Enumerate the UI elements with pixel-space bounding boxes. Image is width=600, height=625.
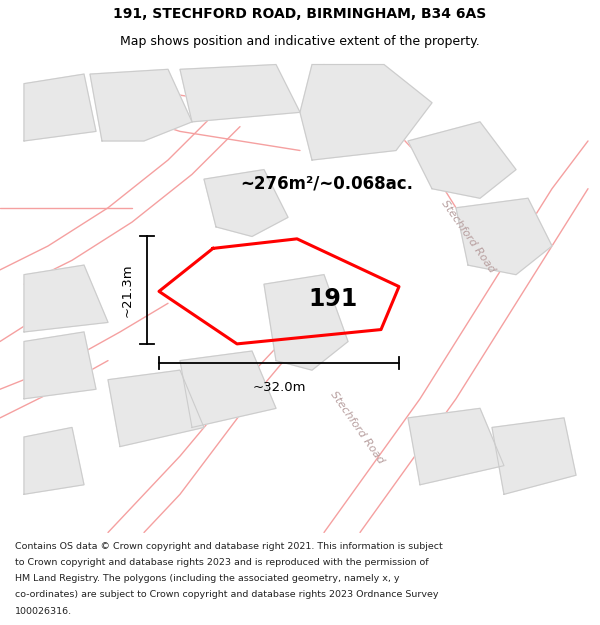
Polygon shape (408, 122, 516, 198)
Polygon shape (300, 64, 432, 160)
Polygon shape (24, 428, 84, 494)
Text: co-ordinates) are subject to Crown copyright and database rights 2023 Ordnance S: co-ordinates) are subject to Crown copyr… (15, 590, 439, 599)
Polygon shape (90, 69, 192, 141)
Text: to Crown copyright and database rights 2023 and is reproduced with the permissio: to Crown copyright and database rights 2… (15, 558, 428, 567)
Text: ~32.0m: ~32.0m (252, 381, 306, 394)
Text: Map shows position and indicative extent of the property.: Map shows position and indicative extent… (120, 35, 480, 48)
Polygon shape (492, 418, 576, 494)
Text: ~276m²/~0.068ac.: ~276m²/~0.068ac. (240, 175, 413, 193)
Polygon shape (24, 74, 96, 141)
Polygon shape (408, 408, 504, 485)
Polygon shape (264, 274, 348, 370)
Polygon shape (24, 265, 108, 332)
Text: Contains OS data © Crown copyright and database right 2021. This information is : Contains OS data © Crown copyright and d… (15, 542, 443, 551)
Polygon shape (180, 351, 276, 428)
Text: 100026316.: 100026316. (15, 606, 72, 616)
Text: 191, STECHFORD ROAD, BIRMINGHAM, B34 6AS: 191, STECHFORD ROAD, BIRMINGHAM, B34 6AS (113, 8, 487, 21)
Polygon shape (456, 198, 552, 274)
Polygon shape (24, 332, 96, 399)
Text: Stechford Road: Stechford Road (439, 198, 497, 274)
Polygon shape (108, 370, 204, 446)
Text: HM Land Registry. The polygons (including the associated geometry, namely x, y: HM Land Registry. The polygons (includin… (15, 574, 400, 583)
Text: ~21.3m: ~21.3m (121, 263, 134, 317)
Text: 191: 191 (308, 286, 358, 311)
Polygon shape (180, 64, 300, 122)
Text: Stechford Road: Stechford Road (328, 389, 386, 466)
Polygon shape (204, 169, 288, 236)
